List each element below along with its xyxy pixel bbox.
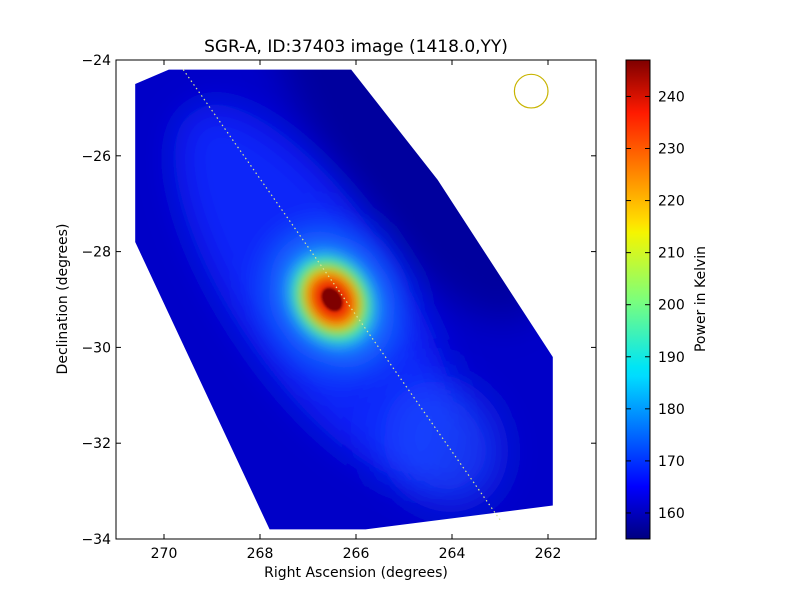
colorbar-label: Power in Kelvin xyxy=(693,246,709,352)
x-tick-label: 266 xyxy=(343,546,370,562)
colorbar-tick-label: 210 xyxy=(658,246,685,262)
beam-circle xyxy=(513,73,549,109)
colorbar-tick-label: 180 xyxy=(658,402,685,418)
colorbar-frame xyxy=(625,59,651,540)
x-axis-label: Right Ascension (degrees) xyxy=(264,565,448,581)
heatmap-ridge-lower xyxy=(381,378,504,508)
colorbar-tick-label: 170 xyxy=(658,454,685,470)
colorbar-tick-label: 220 xyxy=(658,194,685,210)
chart-title: SGR-A, ID:37403 image (1418.0,YY) xyxy=(204,37,508,57)
colorbar-tick-label: 160 xyxy=(658,506,685,522)
x-tick-label: 262 xyxy=(535,546,562,562)
y-tick-label: −30 xyxy=(81,340,111,356)
colorbar xyxy=(626,60,650,539)
heatmap-peak xyxy=(321,287,343,312)
x-tick-label: 264 xyxy=(439,546,466,562)
colorbar-tick-label: 230 xyxy=(658,142,685,158)
y-tick-label: −32 xyxy=(81,436,111,452)
y-axis-label: Declination (degrees) xyxy=(55,224,71,375)
y-tick-label: −34 xyxy=(81,532,111,548)
x-tick-label: 268 xyxy=(247,546,274,562)
colorbar-tick-label: 240 xyxy=(658,89,685,105)
colorbar-tick-label: 190 xyxy=(658,350,685,366)
colorbar-ticks: 160 170 180 190 200 210 220 230 240 xyxy=(626,89,685,522)
y-tick-label: −26 xyxy=(81,149,111,165)
y-axis-ticks: −24 −26 −28 −30 −32 −34 xyxy=(81,53,596,548)
y-tick-label: −28 xyxy=(81,245,111,261)
heatmap-image xyxy=(135,69,553,530)
y-tick-label: −24 xyxy=(81,53,111,69)
scan-track-line xyxy=(182,69,501,521)
colorbar-tick-label: 200 xyxy=(658,298,685,314)
x-tick-label: 270 xyxy=(151,546,178,562)
x-axis-ticks: 270 268 266 264 262 xyxy=(151,60,562,562)
